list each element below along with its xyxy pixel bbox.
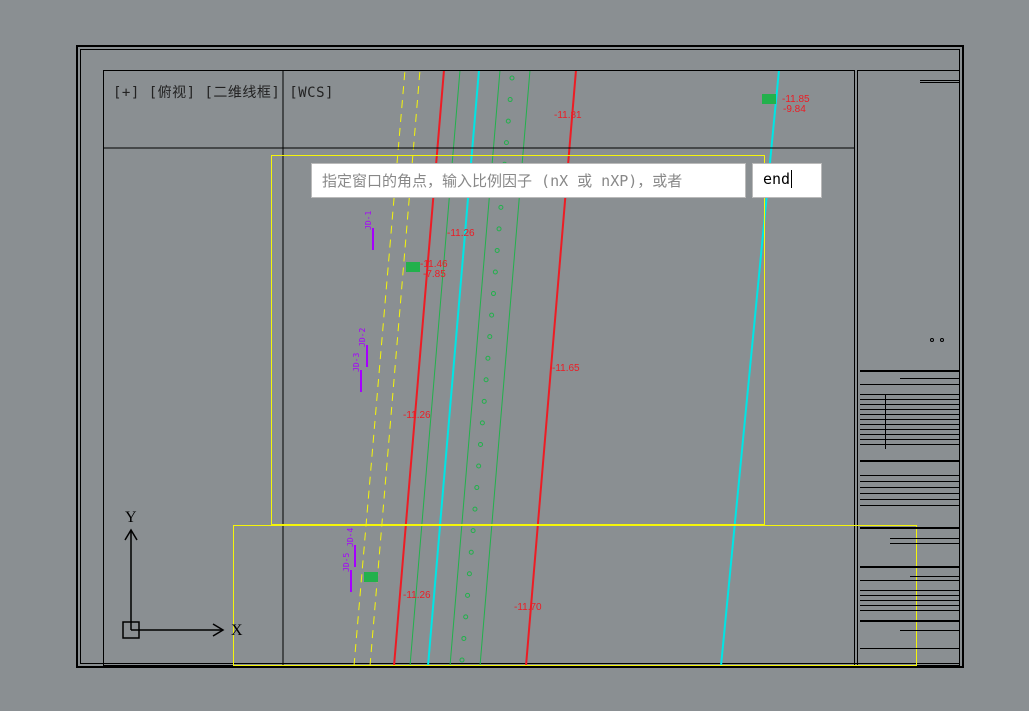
- titleblock-row: [860, 605, 960, 606]
- titleblock-dot: [930, 338, 934, 342]
- titleblock-row: [860, 595, 960, 596]
- titleblock-row: [860, 439, 960, 440]
- dimension-text: -11.26: [403, 590, 431, 601]
- titleblock-row: [860, 475, 960, 476]
- titleblock-row: [860, 424, 960, 425]
- command-bar: 指定窗口的角点，输入比例因子 (nX 或 nXP)，或者 end: [311, 163, 822, 198]
- titleblock-row: [860, 384, 960, 385]
- dimension-text: -11.26: [447, 228, 475, 239]
- titleblock-row: [860, 434, 960, 435]
- dimension-text: -11.26: [403, 410, 431, 421]
- station-marker: JD-3: [356, 370, 366, 392]
- titleblock-row: [860, 620, 960, 622]
- titleblock-row: [860, 404, 960, 405]
- titleblock-row: [860, 493, 960, 494]
- titleblock-row: [860, 429, 960, 430]
- viewport-label[interactable]: [+] [俯视] [二维线框] [WCS]: [113, 82, 334, 102]
- titleblock-row: [860, 481, 960, 482]
- titleblock-row: [860, 566, 960, 568]
- titleblock-row: [860, 460, 960, 462]
- dimension-text: -11.65: [552, 363, 580, 374]
- station-marker: JD-4: [350, 545, 360, 567]
- green-marker: [364, 572, 378, 582]
- titleblock-row: [920, 80, 960, 81]
- titleblock-row: [910, 576, 960, 577]
- station-marker: JD-1: [368, 228, 378, 250]
- viewport-rect-1[interactable]: [233, 525, 917, 666]
- command-prompt: 指定窗口的角点，输入比例因子 (nX 或 nXP)，或者: [311, 163, 746, 198]
- titleblock-row: [860, 394, 960, 395]
- titleblock-row: [860, 648, 960, 649]
- green-marker: [762, 94, 776, 104]
- dimension-text: -11.81: [554, 110, 582, 121]
- titleblock-row: [860, 399, 960, 400]
- dimension-text: -7.85: [423, 269, 446, 280]
- titleblock-row: [860, 409, 960, 410]
- titleblock-row: [860, 487, 960, 488]
- titleblock-row: [860, 499, 960, 500]
- command-input[interactable]: end: [752, 163, 822, 198]
- titleblock-row: [860, 600, 960, 601]
- dimension-text: -9.84: [783, 104, 806, 115]
- titleblock-row: [860, 414, 960, 415]
- station-marker: JD-2: [362, 345, 372, 367]
- station-marker: JD-5: [346, 570, 356, 592]
- green-marker: [406, 262, 420, 272]
- titleblock-row: [860, 590, 960, 591]
- titleblock-row: [900, 630, 960, 631]
- titleblock-row: [860, 419, 960, 420]
- titleblock-row: [860, 370, 960, 372]
- titleblock-row: [900, 378, 960, 379]
- viewport-rect-0[interactable]: [271, 155, 765, 525]
- titleblock-row: [890, 538, 960, 539]
- titleblock-row: [860, 610, 960, 611]
- ucs-x-label: X: [231, 622, 243, 639]
- ucs-y-label: Y: [125, 509, 137, 526]
- titleblock-row: [890, 543, 960, 544]
- titleblock-row: [920, 82, 960, 83]
- titleblock-row: [860, 444, 960, 445]
- titleblock-row: [860, 505, 960, 506]
- dimension-text: -11.70: [514, 602, 542, 613]
- titleblock-row: [860, 580, 960, 581]
- titleblock-dot: [940, 338, 944, 342]
- titleblock-row: [860, 527, 960, 529]
- ucs-icon[interactable]: X Y: [113, 508, 243, 648]
